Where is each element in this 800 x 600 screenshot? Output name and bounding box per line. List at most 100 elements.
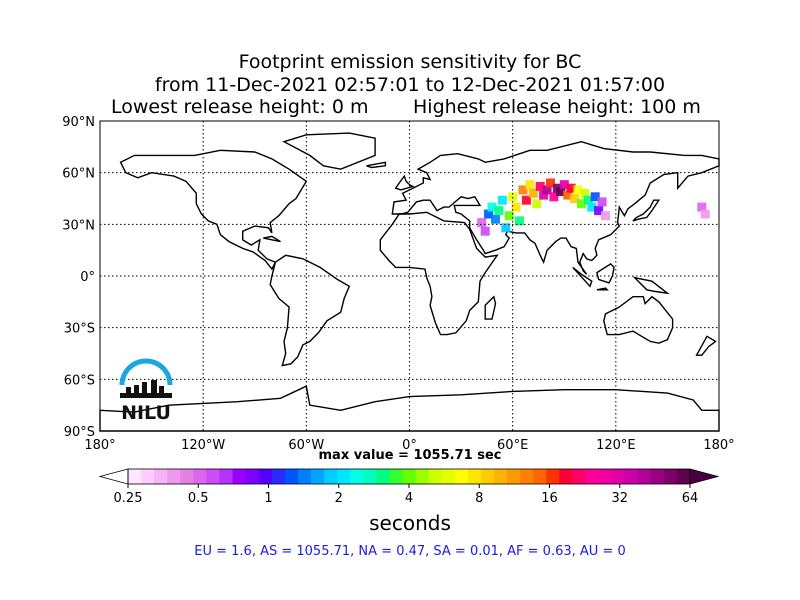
colorbar-swatch (441, 469, 456, 484)
colorbar-tick-label: 1 (264, 491, 273, 506)
coastline (119, 149, 308, 271)
plume-cell (515, 216, 524, 226)
plume-cell (566, 183, 576, 193)
max-value-label: max value = 1055.71 sec (318, 448, 502, 463)
plume-cell (576, 199, 586, 209)
latitude-tick-label: 60°N (62, 167, 95, 182)
coastline (269, 254, 351, 367)
colorbar-tick-label: 64 (681, 491, 699, 506)
longitude-tick-label: 60°W (288, 438, 324, 453)
colorbar-swatch (324, 469, 338, 484)
colorbar-swatch (232, 469, 247, 484)
plume-cell (601, 211, 610, 221)
colorbar-swatch (180, 469, 194, 484)
colorbar-swatch (350, 469, 364, 484)
plume-cell (587, 202, 597, 212)
plume-cell (546, 178, 555, 188)
colorbar-swatch (402, 469, 417, 484)
plume-cell (559, 180, 569, 190)
coastline (596, 263, 615, 284)
colorbar-swatch (585, 469, 600, 484)
colorbar-swatch (258, 469, 273, 484)
colorbar-tick-label: 2 (334, 491, 343, 506)
plume-cell (501, 223, 511, 233)
colorbar-swatch (650, 469, 665, 484)
colorbar-swatch (415, 469, 430, 484)
plume-cell (542, 185, 552, 195)
coastline (603, 295, 674, 344)
regional-values-label: EU = 1.6, AS = 1055.71, NA = 0.47, SA = … (194, 544, 626, 559)
plume-cell (511, 202, 521, 212)
colorbar-swatch (546, 469, 560, 484)
colorbar-swatch (624, 469, 639, 484)
coastline (391, 140, 720, 275)
colorbar-swatch (376, 469, 390, 484)
longitude-tick-labels: 180° 120°W 60°W 0° 60°E 120°E 180° (84, 438, 734, 453)
longitude-tick-label: 120°E (596, 438, 636, 453)
colorbar-swatch (337, 469, 351, 484)
coastline (394, 174, 415, 191)
colorbar-swatch (389, 469, 404, 484)
colorbar-swatch (271, 469, 286, 484)
coastline (632, 276, 670, 295)
nilu-logo: NILU (114, 355, 178, 425)
colorbar-swatch (141, 469, 155, 484)
colorbar-swatch (663, 469, 678, 484)
latitude-tick-label: 90°N (62, 115, 95, 130)
plume-cell (556, 187, 566, 197)
plume-cell (484, 209, 494, 219)
colorbar-swatch (533, 469, 547, 484)
colorbar-swatch (572, 469, 587, 484)
coastline (99, 385, 720, 432)
colorbar-tick-label: 0.5 (187, 491, 209, 506)
colorbar-swatch (507, 469, 521, 484)
colorbar-swatch (128, 469, 142, 484)
plume-cell (590, 192, 600, 202)
coastline (572, 266, 593, 288)
plume-cell (521, 195, 531, 205)
plume-cell (528, 188, 538, 198)
coastline (632, 199, 661, 222)
plume-cell (549, 192, 559, 202)
latitude-tick-label: 30°S (64, 322, 95, 337)
plume-cell (594, 206, 604, 216)
colorbar-tick-label: 8 (475, 491, 484, 506)
colorbar-tick-label: 0.25 (113, 491, 143, 506)
plume-cell (580, 188, 590, 198)
colorbar-swatch (297, 469, 312, 484)
colorbar-swatch (193, 469, 208, 484)
latitude-tick-label: 30°N (62, 218, 95, 233)
longitude-tick-label: 180° (703, 438, 734, 453)
plume-cell (563, 190, 573, 200)
colorbar-swatch (637, 469, 652, 484)
plume-cell (518, 185, 528, 195)
coastline (379, 211, 499, 336)
colorbar-swatch (363, 469, 377, 484)
plume-cell (573, 185, 583, 195)
plume-cell (597, 197, 607, 207)
coastline (596, 287, 609, 291)
map-gridlines (100, 121, 719, 431)
plume-cell (535, 181, 545, 191)
colorbar-tick-label: 4 (404, 491, 414, 506)
plume-cell (480, 226, 490, 236)
colorbar-swatch (559, 469, 573, 484)
colorbar-swatch (310, 469, 325, 484)
lowest-release-height: Lowest release height: 0 m (111, 96, 369, 118)
plume-cell (570, 194, 580, 203)
coastline (282, 132, 376, 170)
colorbar-swatch (206, 469, 221, 484)
plume-cell (700, 209, 710, 219)
map-frame (99, 120, 720, 432)
colorbar-tick-label: 32 (611, 491, 629, 506)
longitude-tick-label: 60°E (497, 438, 528, 453)
latitude-tick-label: 60°S (64, 373, 95, 388)
plume-cell (508, 192, 518, 202)
colorbar-swatch (598, 469, 613, 484)
longitude-tick-label: 120°W (181, 438, 225, 453)
colorbar-swatch (611, 469, 626, 484)
colorbar-max-extension (689, 468, 720, 485)
colorbar-swatch (493, 469, 508, 484)
coastline (484, 295, 497, 320)
